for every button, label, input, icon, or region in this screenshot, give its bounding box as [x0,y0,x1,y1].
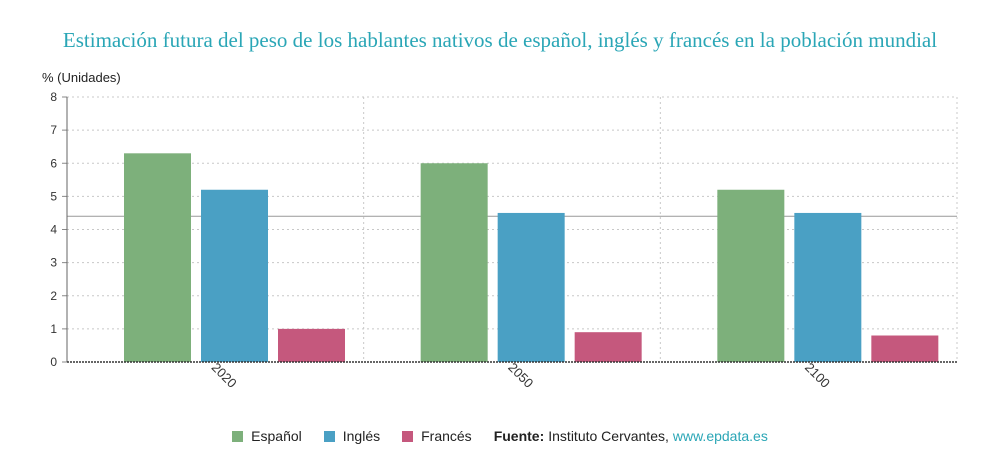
legend-swatch [323,430,335,442]
legend-item-frances[interactable]: Francés [402,428,472,444]
bar-francés-2050 [574,332,642,362]
chart-title: Estimación futura del peso de los hablan… [62,28,938,52]
y-tick-label: 4 [50,223,57,237]
y-tick-label: 5 [50,189,57,203]
source-label: Fuente: [493,428,545,444]
bar-español-2100 [717,189,785,362]
y-tick-label: 7 [50,123,57,137]
source-text: Instituto Cervantes, [548,428,669,444]
y-tick-label: 0 [50,355,57,369]
y-tick-label: 6 [50,156,57,170]
source-note: Fuente: Instituto Cervantes, www.epdata.es [494,428,768,444]
bar-español-2050 [420,163,488,362]
legend-swatch [402,430,414,442]
y-tick-label: 2 [50,289,57,303]
x-tick-label: 2020 [209,360,240,391]
legend-label: Francés [421,428,472,444]
y-tick-label: 1 [50,322,57,336]
bar-chart: 0 1 2 3 4 5 6 7 8 2020 2050 2100 [50,90,958,391]
legend-label: Español [251,428,302,444]
bar-francés-2020 [278,328,345,362]
bar-francés-2100 [871,335,939,362]
x-tick-label: 2100 [802,360,833,391]
y-tick-label: 8 [50,90,57,104]
bar-español-2020 [124,153,191,362]
legend-item-ingles[interactable]: Inglés [323,428,381,444]
legend-swatch [232,430,244,442]
legend-label: Inglés [342,428,381,444]
legend-item-espanol[interactable]: Español [232,428,302,444]
x-tick-label: 2050 [505,360,536,391]
source-link[interactable]: www.epdata.es [672,428,768,444]
legend: Español Inglés Francés Fuente: Instituto … [0,428,1000,444]
y-axis-label: % (Unidades) [42,70,121,85]
bars [124,153,939,362]
bar-inglés-2020 [201,189,268,362]
bar-inglés-2050 [497,212,565,362]
y-tick-label: 3 [50,256,57,270]
bar-inglés-2100 [794,212,862,362]
